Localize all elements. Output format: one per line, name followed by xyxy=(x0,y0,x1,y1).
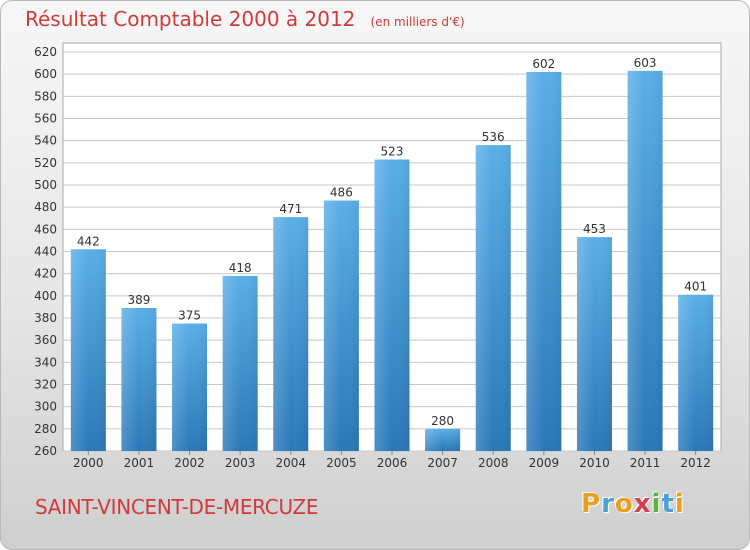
bar-shine xyxy=(576,237,612,451)
x-tick-label: 2000 xyxy=(73,456,104,470)
y-tick-label: 480 xyxy=(34,200,57,214)
y-tick-label: 360 xyxy=(34,333,57,347)
x-tick-label: 2006 xyxy=(377,456,408,470)
chart-title: Résultat Comptable 2000 à 2012 xyxy=(25,7,356,31)
y-tick-label: 580 xyxy=(34,89,57,103)
logo-letter: r xyxy=(601,489,615,519)
logo-letter: x xyxy=(633,489,652,519)
bar-shine xyxy=(374,159,410,451)
y-tick-label: 400 xyxy=(34,289,57,303)
x-tick-label: 2003 xyxy=(225,456,256,470)
y-tick-label: 440 xyxy=(34,245,57,259)
data-label: 375 xyxy=(178,309,201,323)
bar-shine xyxy=(172,323,208,451)
x-tick-label: 2011 xyxy=(630,456,661,470)
y-tick-label: 520 xyxy=(34,156,57,170)
x-tick-label: 2008 xyxy=(478,456,509,470)
logo-letter: P xyxy=(581,489,602,519)
y-tick-label: 300 xyxy=(34,400,57,414)
bar-shine xyxy=(526,71,562,451)
bar-shine xyxy=(121,308,157,451)
logo-letter: i xyxy=(674,489,685,519)
bar-shine xyxy=(222,275,258,451)
data-label: 471 xyxy=(279,202,302,216)
x-tick-label: 2010 xyxy=(579,456,610,470)
data-label: 486 xyxy=(330,186,353,200)
logo-letter: t xyxy=(661,489,675,519)
y-tick-label: 260 xyxy=(34,444,57,458)
y-tick-label: 540 xyxy=(34,134,57,148)
data-label: 418 xyxy=(229,261,252,275)
chart-subtitle: (en milliers d'€) xyxy=(370,15,465,29)
data-label: 453 xyxy=(583,222,606,236)
x-axis-ticks: 2000 2001 2002 2003 2004 2005 2006 2007 2008 2009… xyxy=(73,451,711,470)
data-label: 442 xyxy=(77,234,100,248)
y-tick-label: 340 xyxy=(34,355,57,369)
data-label: 523 xyxy=(381,145,404,159)
y-tick-label: 600 xyxy=(34,67,57,81)
bar-shine xyxy=(323,200,359,451)
x-tick-label: 2012 xyxy=(680,456,711,470)
data-label: 280 xyxy=(431,414,454,428)
x-tick-label: 2005 xyxy=(326,456,357,470)
data-label: 603 xyxy=(634,56,657,70)
chart-title-block: Résultat Comptable 2000 à 2012 (en milli… xyxy=(25,7,465,31)
data-label: 401 xyxy=(684,280,707,294)
proxiti-logo: Proxiti xyxy=(581,489,685,519)
y-tick-label: 620 xyxy=(34,45,57,59)
bar-shine xyxy=(70,249,106,451)
bar-shine xyxy=(627,70,663,451)
x-tick-label: 2001 xyxy=(124,456,155,470)
y-tick-label: 280 xyxy=(34,422,57,436)
y-tick-label: 320 xyxy=(34,378,57,392)
y-axis-ticks: 260 280 300 320 340 360 380 400 420 440 460 480 500 5… xyxy=(34,45,57,458)
bars: 442 389 375 418 471 486 523 280 536 602 453 603 401 xyxy=(70,56,714,451)
commune-name: SAINT-VINCENT-DE-MERCUZE xyxy=(35,495,319,519)
x-tick-label: 2009 xyxy=(529,456,560,470)
bar-shine xyxy=(475,145,511,451)
logo-letter: o xyxy=(614,489,634,519)
bar-shine xyxy=(273,217,309,451)
y-tick-label: 560 xyxy=(34,112,57,126)
bar-shine xyxy=(425,428,461,451)
bar-shine xyxy=(678,294,714,451)
data-label: 536 xyxy=(482,130,505,144)
y-tick-label: 380 xyxy=(34,311,57,325)
y-tick-label: 460 xyxy=(34,222,57,236)
x-tick-label: 2004 xyxy=(275,456,306,470)
x-tick-label: 2007 xyxy=(427,456,458,470)
data-label: 389 xyxy=(127,293,150,307)
logo-letter: i xyxy=(651,489,662,519)
x-tick-label: 2002 xyxy=(174,456,205,470)
data-label: 602 xyxy=(532,57,555,71)
y-tick-label: 420 xyxy=(34,267,57,281)
y-tick-label: 500 xyxy=(34,178,57,192)
